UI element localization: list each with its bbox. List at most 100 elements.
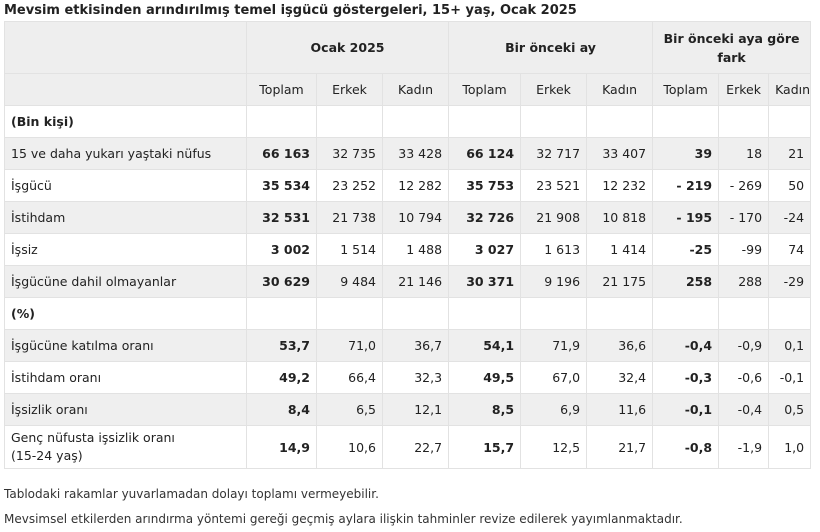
cell-value: 21 175 xyxy=(586,265,654,298)
cell-value: -25 xyxy=(652,233,720,266)
cell-value: 39 xyxy=(652,137,720,170)
cell-value: 32 726 xyxy=(448,201,522,234)
cell-value: -0,8 xyxy=(652,425,720,469)
footnote-revision: Mevsimsel etkilerden arındırma yöntemi g… xyxy=(4,512,683,526)
subheader-male: Erkek xyxy=(718,73,770,106)
subheader-female: Kadın xyxy=(586,73,654,106)
cell-value: - 195 xyxy=(652,201,720,234)
cell-value: 6,9 xyxy=(520,393,588,426)
cell-value: 1 414 xyxy=(586,233,654,266)
cell-value: 0,5 xyxy=(768,393,812,426)
cell-value: 288 xyxy=(718,265,770,298)
cell-value: 15,7 xyxy=(448,425,522,469)
header-blank-cell xyxy=(4,73,247,106)
cell-value: -24 xyxy=(768,201,812,234)
cell-value: -29 xyxy=(768,265,812,298)
cell-value: - 269 xyxy=(718,169,770,202)
cell-value: 10 794 xyxy=(381,201,450,234)
cell-value: 71,0 xyxy=(316,329,383,362)
cell-value: -0,1 xyxy=(768,361,812,394)
table-row: İstihdam 32 531 21 738 10 794 32 726 21 … xyxy=(4,201,812,234)
subheader-female: Kadın xyxy=(768,73,812,106)
cell-value: 36,7 xyxy=(381,329,450,362)
cell-value: 14,9 xyxy=(246,425,317,469)
subheader-male: Erkek xyxy=(520,73,588,106)
row-label-line: (15-24 yaş) xyxy=(11,448,83,463)
cell-value: 32,4 xyxy=(586,361,654,394)
cell-value: 30 629 xyxy=(246,265,317,298)
header-group-previous-month: Bir önceki ay xyxy=(448,21,654,74)
cell-value: 33 407 xyxy=(586,137,654,170)
cell-value: 1 514 xyxy=(316,233,383,266)
table-row: İşgücüne dahil olmayanlar 30 629 9 484 2… xyxy=(4,265,812,298)
row-label: İşsiz xyxy=(4,233,247,266)
subheader-male: Erkek xyxy=(316,73,383,106)
cell-value: 71,9 xyxy=(520,329,588,362)
subheader-total: Toplam xyxy=(652,73,720,106)
cell-value: - 219 xyxy=(652,169,720,202)
row-label: İşgücüne katılma oranı xyxy=(4,329,247,362)
row-label: İşsizlik oranı xyxy=(4,393,247,426)
cell-value: 12 282 xyxy=(381,169,450,202)
cell-value: 1 613 xyxy=(520,233,588,266)
header-row-subcolumns: Toplam Erkek Kadın Toplam Erkek Kadın To… xyxy=(4,73,812,106)
section-row-thousand-persons: (Bin kişi) xyxy=(4,105,812,138)
cell-value: 50 xyxy=(768,169,812,202)
cell-value: 21,7 xyxy=(586,425,654,469)
cell-value: 1 488 xyxy=(381,233,450,266)
cell-value: 18 xyxy=(718,137,770,170)
cell-value: 66,4 xyxy=(316,361,383,394)
subheader-female: Kadın xyxy=(381,73,450,106)
cell-value: 12 232 xyxy=(586,169,654,202)
cell-value: 12,1 xyxy=(381,393,450,426)
cell-value: 258 xyxy=(652,265,720,298)
cell-value: -0,4 xyxy=(652,329,720,362)
cell-value: -99 xyxy=(718,233,770,266)
cell-value: 32 717 xyxy=(520,137,588,170)
cell-value: 23 521 xyxy=(520,169,588,202)
table-row: İşsiz 3 002 1 514 1 488 3 027 1 613 1 41… xyxy=(4,233,812,266)
cell-value: -0,9 xyxy=(718,329,770,362)
cell-value: -0,4 xyxy=(718,393,770,426)
cell-value: 0,1 xyxy=(768,329,812,362)
cell-value: 49,2 xyxy=(246,361,317,394)
cell-value: -0,3 xyxy=(652,361,720,394)
header-group-difference: Bir önceki aya göre fark xyxy=(652,21,812,74)
cell-value: 23 252 xyxy=(316,169,383,202)
cell-value: 74 xyxy=(768,233,812,266)
table-row: İşgücü 35 534 23 252 12 282 35 753 23 52… xyxy=(4,169,812,202)
cell-value: 36,6 xyxy=(586,329,654,362)
cell-value: 1,0 xyxy=(768,425,812,469)
section-row-percent: (%) xyxy=(4,297,812,330)
cell-value: 67,0 xyxy=(520,361,588,394)
cell-value: 49,5 xyxy=(448,361,522,394)
table-row: 15 ve daha yukarı yaştaki nüfus 66 163 3… xyxy=(4,137,812,170)
row-label: İşgücü xyxy=(4,169,247,202)
row-label: 15 ve daha yukarı yaştaki nüfus xyxy=(4,137,247,170)
table-row: İşgücüne katılma oranı 53,7 71,0 36,7 54… xyxy=(4,329,812,362)
table-row: İstihdam oranı 49,2 66,4 32,3 49,5 67,0 … xyxy=(4,361,812,394)
cell-value: 35 534 xyxy=(246,169,317,202)
cell-value: 12,5 xyxy=(520,425,588,469)
cell-value: 22,7 xyxy=(381,425,450,469)
cell-value: 8,5 xyxy=(448,393,522,426)
cell-value: -0,1 xyxy=(652,393,720,426)
cell-value: 6,5 xyxy=(316,393,383,426)
cell-value: 8,4 xyxy=(246,393,317,426)
cell-value: 30 371 xyxy=(448,265,522,298)
row-label: Genç nüfusta işsizlik oranı (15-24 yaş) xyxy=(4,425,247,469)
row-label-line: Genç nüfusta işsizlik oranı xyxy=(11,430,175,445)
footnote-rounding: Tablodaki rakamlar yuvarlamadan dolayı t… xyxy=(4,487,379,501)
cell-value: 21 738 xyxy=(316,201,383,234)
row-label: İstihdam oranı xyxy=(4,361,247,394)
cell-value: -0,6 xyxy=(718,361,770,394)
cell-value: 10 818 xyxy=(586,201,654,234)
cell-value: 66 163 xyxy=(246,137,317,170)
subheader-total: Toplam xyxy=(448,73,522,106)
cell-value: 53,7 xyxy=(246,329,317,362)
cell-value: -1,9 xyxy=(718,425,770,469)
cell-value: 35 753 xyxy=(448,169,522,202)
cell-value: 9 196 xyxy=(520,265,588,298)
cell-value: 9 484 xyxy=(316,265,383,298)
cell-value: 3 027 xyxy=(448,233,522,266)
